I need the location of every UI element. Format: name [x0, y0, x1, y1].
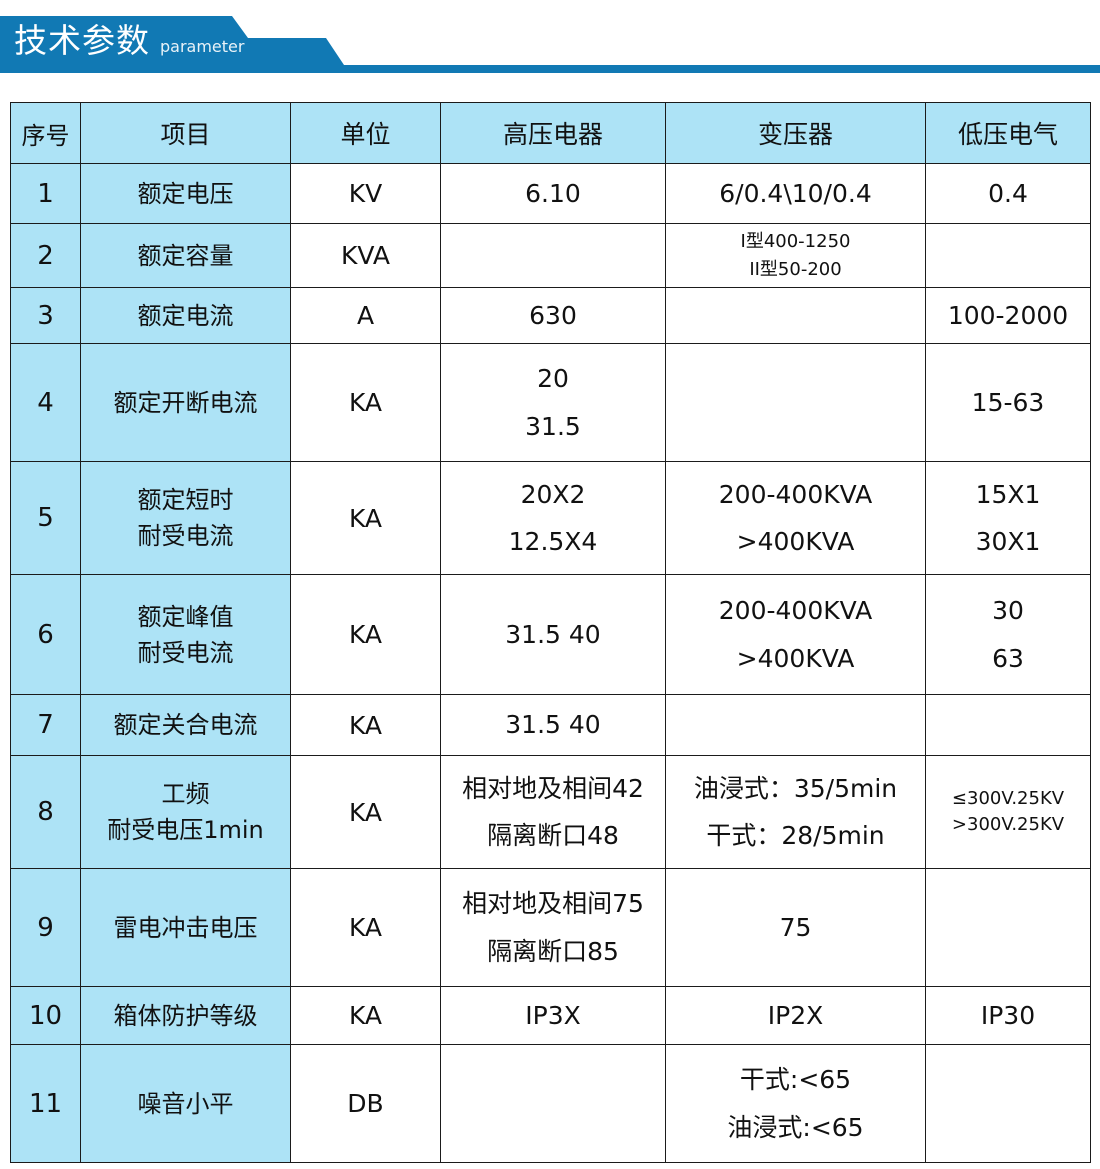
cell-lv: [925, 868, 1091, 987]
row-unit: KV: [290, 163, 441, 224]
cell-lv: 0.4: [925, 163, 1091, 224]
banner-heading: 技术参数 parameter: [14, 21, 244, 61]
table-row: 11 噪音小平 DB 干式:<65 油浸式:<65: [10, 1044, 1091, 1163]
banner-subtitle: parameter: [160, 37, 245, 56]
cell-transformer: IP2X: [665, 986, 926, 1045]
row-unit: KA: [290, 868, 441, 987]
table-row: 7 额定关合电流 KA 31.5 40: [10, 694, 1091, 756]
table-row: 9 雷电冲击电压 KA 相对地及相间75 隔离断口85 75: [10, 868, 1091, 987]
cell-transformer: 干式:<65 油浸式:<65: [665, 1044, 926, 1163]
row-index: 6: [10, 574, 81, 695]
table-body: 1 额定电压 KV 6.10 6/0.4\10/0.4 0.4 2 额定容量 K…: [10, 163, 1091, 1163]
cell-lv: 30 63: [925, 574, 1091, 695]
cell-transformer: [665, 287, 926, 344]
row-unit: A: [290, 287, 441, 344]
cell-hv: IP3X: [440, 986, 666, 1045]
cell-lv: [925, 223, 1091, 288]
table-row: 1 额定电压 KV 6.10 6/0.4\10/0.4 0.4: [10, 163, 1091, 224]
row-index: 10: [10, 986, 81, 1045]
row-index: 7: [10, 694, 81, 756]
cell-transformer: 200-400KVA >400KVA: [665, 461, 926, 575]
row-unit: KA: [290, 343, 441, 462]
row-item-name: 额定短时 耐受电流: [80, 461, 291, 575]
row-item-name: 额定峰值 耐受电流: [80, 574, 291, 695]
cell-lv: 100-2000: [925, 287, 1091, 344]
cell-hv: 20 31.5: [440, 343, 666, 462]
column-header-item: 项目: [80, 102, 291, 164]
cell-lv: 15X1 30X1: [925, 461, 1091, 575]
row-index: 1: [10, 163, 81, 224]
cell-transformer: [665, 694, 926, 756]
row-unit: DB: [290, 1044, 441, 1163]
row-item-name: 额定电压: [80, 163, 291, 224]
cell-lv: IP30: [925, 986, 1091, 1045]
table-row: 4 额定开断电流 KA 20 31.5 15-63: [10, 343, 1091, 462]
row-unit: KVA: [290, 223, 441, 288]
row-item-name: 雷电冲击电压: [80, 868, 291, 987]
column-header-hv: 高压电器: [440, 102, 666, 164]
cell-transformer: I型400-1250 II型50-200: [665, 223, 926, 288]
page-banner: 技术参数 parameter: [0, 0, 1100, 90]
parameter-table-wrapper: 序号 项目 单位 高压电器 变压器 低压电气 1 额定电压 KV 6.10 6/…: [10, 102, 1091, 1163]
table-row: 2 额定容量 KVA I型400-1250 II型50-200: [10, 223, 1091, 288]
cell-transformer: 75: [665, 868, 926, 987]
cell-hv: 31.5 40: [440, 574, 666, 695]
cell-transformer: [665, 343, 926, 462]
table-row: 3 额定电流 A 630 100-2000: [10, 287, 1091, 344]
row-index: 8: [10, 755, 81, 869]
row-item-name: 工频 耐受电压1min: [80, 755, 291, 869]
table-header-row: 序号 项目 单位 高压电器 变压器 低压电气: [10, 102, 1091, 164]
column-header-no: 序号: [10, 102, 81, 164]
cell-hv: 630: [440, 287, 666, 344]
cell-transformer: 200-400KVA >400KVA: [665, 574, 926, 695]
row-index: 11: [10, 1044, 81, 1163]
column-header-lv: 低压电气: [925, 102, 1091, 164]
row-index: 9: [10, 868, 81, 987]
cell-transformer: 6/0.4\10/0.4: [665, 163, 926, 224]
table-row: 10 箱体防护等级 KA IP3X IP2X IP30: [10, 986, 1091, 1045]
row-item-name: 噪音小平: [80, 1044, 291, 1163]
column-header-tr: 变压器: [665, 102, 926, 164]
cell-lv: [925, 1044, 1091, 1163]
cell-hv: [440, 223, 666, 288]
table-row: 5 额定短时 耐受电流 KA 20X2 12.5X4 200-400KVA >400K…: [10, 461, 1091, 575]
parameter-table: 序号 项目 单位 高压电器 变压器 低压电气 1 额定电压 KV 6.10 6/…: [10, 102, 1091, 1163]
row-unit: KA: [290, 694, 441, 756]
cell-transformer: 油浸式：35/5min 干式：28/5min: [665, 755, 926, 869]
cell-hv: 6.10: [440, 163, 666, 224]
cell-hv: [440, 1044, 666, 1163]
cell-lv: 15-63: [925, 343, 1091, 462]
cell-lv: ≤300V.25KV >300V.25KV: [925, 755, 1091, 869]
row-unit: KA: [290, 986, 441, 1045]
cell-hv: 31.5 40: [440, 694, 666, 756]
row-unit: KA: [290, 755, 441, 869]
column-header-unit: 单位: [290, 102, 441, 164]
row-item-name: 额定容量: [80, 223, 291, 288]
row-item-name: 箱体防护等级: [80, 986, 291, 1045]
row-item-name: 额定电流: [80, 287, 291, 344]
cell-hv: 20X2 12.5X4: [440, 461, 666, 575]
row-index: 4: [10, 343, 81, 462]
cell-hv: 相对地及相间75 隔离断口85: [440, 868, 666, 987]
row-item-name: 额定关合电流: [80, 694, 291, 756]
row-unit: KA: [290, 461, 441, 575]
row-index: 3: [10, 287, 81, 344]
cell-lv: [925, 694, 1091, 756]
table-row: 6 额定峰值 耐受电流 KA 31.5 40 200-400KVA >400KVA …: [10, 574, 1091, 695]
banner-shape-icon: [0, 16, 1100, 73]
banner-title: 技术参数: [14, 21, 150, 60]
row-index: 2: [10, 223, 81, 288]
row-unit: KA: [290, 574, 441, 695]
row-index: 5: [10, 461, 81, 575]
cell-hv: 相对地及相间42 隔离断口48: [440, 755, 666, 869]
table-row: 8 工频 耐受电压1min KA 相对地及相间42 隔离断口48 油浸式：35/5m…: [10, 755, 1091, 869]
row-item-name: 额定开断电流: [80, 343, 291, 462]
